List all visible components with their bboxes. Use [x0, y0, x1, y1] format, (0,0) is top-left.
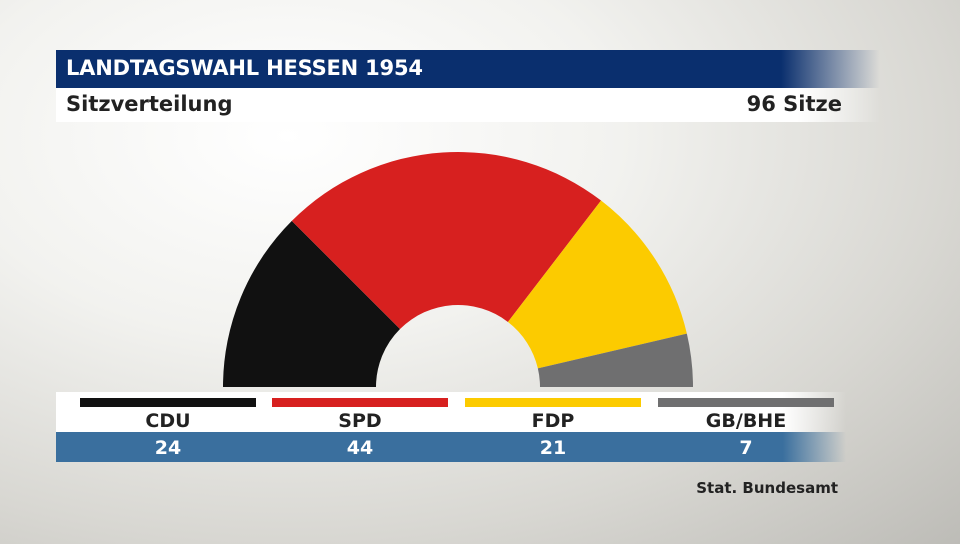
total-seats: 96 Sitze: [746, 92, 842, 116]
subtitle-bar: Sitzverteilung 96 Sitze: [56, 88, 880, 122]
seat-segment-cdu: [223, 220, 401, 387]
party-label-fdp: FDP: [531, 410, 575, 432]
party-label-cdu: CDU: [145, 410, 191, 432]
legend-swatch-cdu: [80, 398, 256, 407]
seat-value-cdu: 24: [154, 437, 182, 459]
title-bar: LANDTAGSWAHL HESSEN 1954: [56, 50, 880, 88]
party-label-spd: SPD: [338, 410, 382, 432]
source-label: Stat. Bundesamt: [696, 479, 838, 497]
values-bar: [56, 432, 846, 462]
seat-segment-fdp: [507, 200, 687, 369]
chart-subtitle: Sitzverteilung: [66, 92, 233, 116]
seat-value-fdp: 21: [539, 437, 567, 459]
legend-swatch-spd: [272, 398, 448, 407]
party-label-gb-bhe: GB/BHE: [705, 410, 787, 432]
seat-value-gb-bhe: 7: [739, 437, 753, 459]
seat-segment-gb-bhe: [537, 333, 693, 387]
chart-title: LANDTAGSWAHL HESSEN 1954: [66, 56, 423, 80]
seat-value-spd: 44: [346, 437, 374, 459]
legend-swatch-fdp: [465, 398, 641, 407]
seat-segment-spd: [291, 152, 602, 330]
legend-swatch-gb-bhe: [658, 398, 834, 407]
